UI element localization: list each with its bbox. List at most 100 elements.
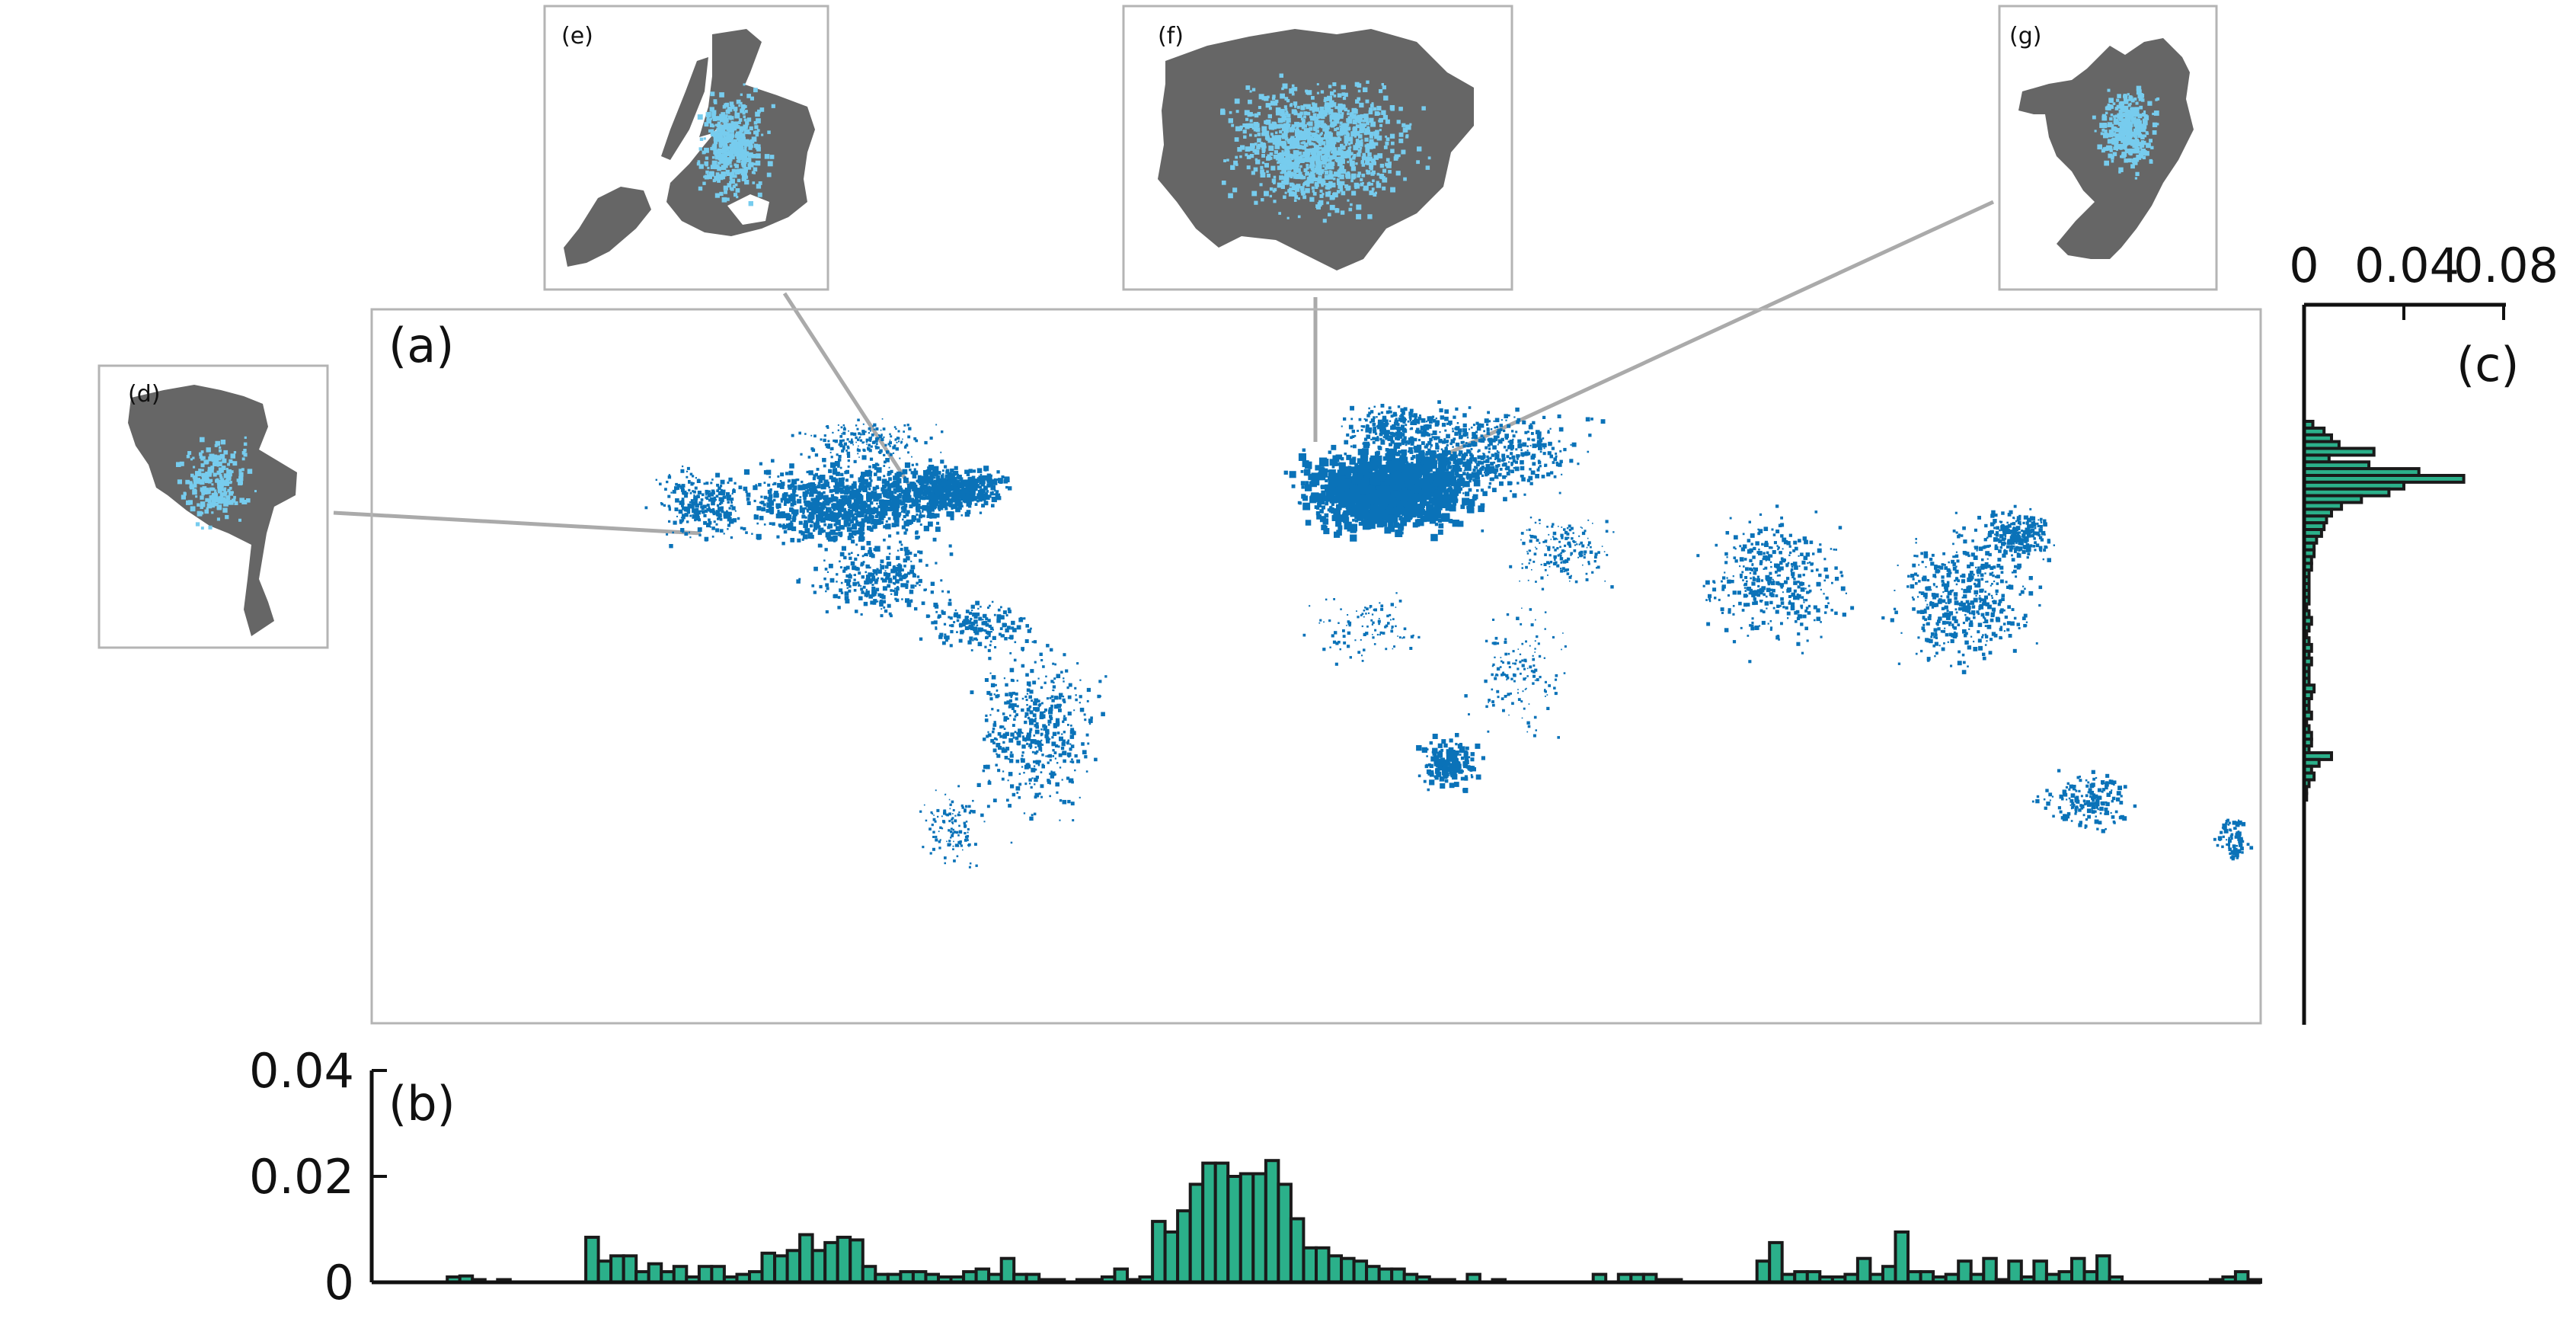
map-dot: [1556, 564, 1560, 568]
map-dot: [1346, 454, 1352, 460]
map-dot: [932, 813, 934, 815]
map-dot: [868, 494, 871, 497]
map-dot: [887, 517, 891, 520]
map-dot: [877, 476, 881, 481]
map-dot: [719, 529, 724, 533]
map-dot: [996, 689, 999, 692]
map-dot: [1568, 524, 1571, 528]
map-dot: [1008, 637, 1011, 639]
map-dot: [1528, 528, 1531, 531]
map-dot: [1062, 696, 1065, 698]
map-dot: [1328, 507, 1334, 513]
map-dot: [1422, 466, 1426, 470]
map-dot: [1411, 455, 1416, 459]
map-dot: [961, 496, 966, 501]
map-dot: [1487, 438, 1490, 441]
map-dot: [1497, 477, 1499, 479]
map-dot: [886, 493, 891, 498]
map-dot: [965, 805, 968, 808]
map-dot: [923, 526, 929, 532]
map-dot: [987, 733, 992, 738]
map-dot: [698, 533, 702, 537]
map-dot: [916, 518, 921, 523]
map-dot: [667, 504, 671, 507]
map-dot: [905, 513, 909, 517]
map-dot: [968, 805, 971, 808]
map-dot: [922, 475, 925, 478]
map-dot: [994, 646, 997, 649]
map-dot: [871, 510, 875, 514]
map-dot: [1071, 780, 1074, 784]
map-dot: [715, 511, 718, 514]
map-dot: [1485, 464, 1490, 469]
map-dot: [957, 614, 961, 619]
map-dot: [1334, 483, 1340, 488]
map-dot: [1346, 433, 1350, 437]
map-dot: [684, 532, 689, 536]
map-dot: [1560, 533, 1564, 537]
map-dot: [1504, 434, 1509, 438]
map-dot: [716, 504, 720, 507]
map-dot: [1033, 701, 1037, 706]
map-dot: [1443, 453, 1448, 457]
map-dot: [871, 514, 874, 517]
map-dot: [890, 503, 893, 506]
map-dot: [922, 479, 927, 485]
map-dot: [1610, 585, 1614, 589]
map-dot: [987, 478, 992, 484]
map-dot: [780, 472, 785, 477]
map-dot: [931, 824, 934, 827]
map-dot: [1021, 708, 1024, 712]
map-dot: [924, 476, 929, 482]
map-dot: [847, 584, 850, 586]
map-dot: [1059, 736, 1063, 741]
map-dot: [839, 489, 845, 494]
map-dot: [1037, 764, 1040, 766]
map-dot: [917, 536, 920, 539]
map-dot: [822, 458, 826, 462]
map-dot: [1373, 517, 1379, 523]
map-dot: [973, 637, 976, 641]
map-dot: [1559, 557, 1564, 561]
map-dot: [1552, 562, 1557, 566]
map-dot: [1576, 543, 1578, 546]
map-dot: [1462, 492, 1465, 494]
map-dot: [834, 538, 838, 542]
map-dot: [854, 557, 858, 561]
map-dot: [930, 590, 934, 594]
map-dot: [714, 499, 717, 501]
map-dot: [1001, 748, 1006, 754]
map-dot: [1053, 677, 1056, 680]
map-dot: [983, 501, 989, 506]
map-dot: [896, 587, 900, 591]
map-dot: [1459, 462, 1462, 464]
map-dot: [983, 613, 987, 619]
map-dot: [708, 498, 711, 502]
map-dot: [845, 469, 849, 474]
map-dot: [1436, 468, 1440, 472]
map-dot: [1024, 695, 1028, 698]
map-dot: [905, 491, 908, 494]
map-dot: [877, 487, 880, 489]
map-dot: [1509, 456, 1512, 460]
map-dot: [1458, 453, 1462, 456]
map-dot: [666, 533, 669, 536]
map-dot: [912, 500, 919, 507]
map-dot: [798, 530, 802, 534]
map-dot: [860, 613, 863, 616]
map-dot: [868, 498, 871, 501]
map-dot: [769, 500, 773, 504]
map-dot: [976, 499, 980, 503]
map-dot: [1405, 443, 1408, 446]
map-dot: [1555, 461, 1558, 465]
map-dot: [900, 472, 903, 475]
map-dot: [1513, 460, 1516, 463]
map-dot: [813, 529, 816, 532]
map-dot: [1002, 610, 1007, 615]
map-dot: [1382, 439, 1385, 441]
map-dot: [1352, 504, 1359, 511]
map-dot: [1485, 459, 1490, 463]
map-dot: [1034, 751, 1037, 755]
map-dot: [999, 632, 1002, 636]
